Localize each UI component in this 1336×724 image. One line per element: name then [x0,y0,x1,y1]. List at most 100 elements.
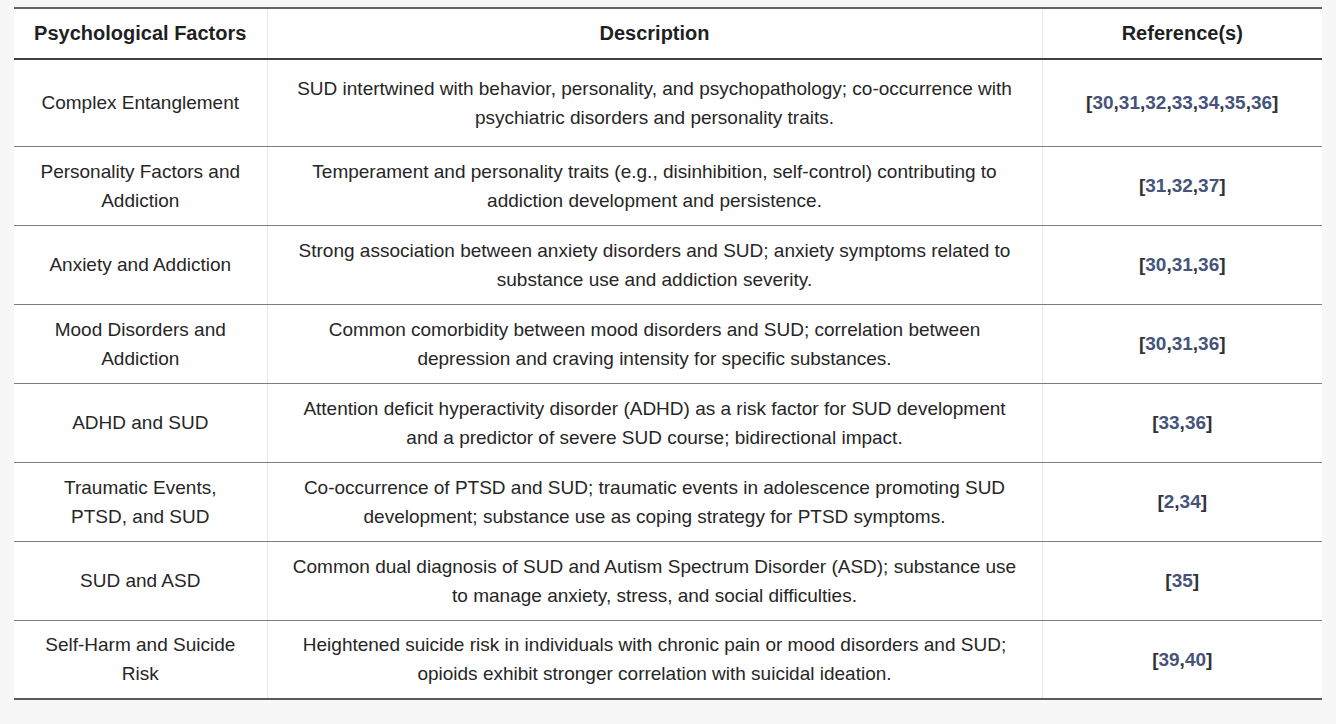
factor-text: Risk [26,659,255,688]
references-cell: [33,36] [1042,383,1322,462]
description-text: Heightened suicide risk in individuals w… [280,630,1030,659]
reference-close-bracket: ] [1272,92,1278,113]
references-cell: [30,31,36] [1042,225,1322,304]
reference-link[interactable]: 32 [1172,175,1193,196]
reference-link[interactable]: 2 [1164,491,1175,512]
factor-cell: ADHD and SUD [14,383,267,462]
reference-link[interactable]: 36 [1198,333,1219,354]
factor-text: Self-Harm and Suicide [26,630,255,659]
factor-text: Anxiety and Addiction [26,250,255,279]
factor-cell: Personality Factors andAddiction [14,146,267,225]
description-text: addiction development and persistence. [280,186,1030,215]
factor-text: Addiction [26,344,255,373]
psychological-factors-table: Psychological Factors Description Refere… [14,7,1322,700]
reference-link[interactable]: 35 [1225,92,1246,113]
reference-list: [39,40] [1152,649,1212,670]
reference-close-bracket: ] [1219,333,1225,354]
reference-link[interactable]: 30 [1092,92,1113,113]
description-cell: Strong association between anxiety disor… [267,225,1042,304]
description-text: development; substance use as coping str… [280,502,1030,531]
reference-link[interactable]: 30 [1145,333,1166,354]
description-text: Common comorbidity between mood disorder… [280,315,1030,344]
table-row: SUD and ASD Common dual diagnosis of SUD … [14,541,1322,620]
reference-link[interactable]: 34 [1198,92,1219,113]
description-text: and a predictor of severe SUD course; bi… [280,423,1030,452]
reference-link[interactable]: 39 [1158,649,1179,670]
factor-text: PTSD, and SUD [26,502,255,531]
reference-link[interactable]: 36 [1198,254,1219,275]
reference-list: [30,31,36] [1139,254,1226,275]
factor-cell: Traumatic Events,PTSD, and SUD [14,462,267,541]
reference-link[interactable]: 31 [1145,175,1166,196]
reference-close-bracket: ] [1201,491,1207,512]
reference-list: [33,36] [1152,412,1212,433]
description-cell: Co-occurrence of PTSD and SUD; traumatic… [267,462,1042,541]
table-row: Traumatic Events,PTSD, and SUD Co-occurre… [14,462,1322,541]
reference-list: [30,31,32,33,34,35,36] [1086,92,1278,113]
reference-link[interactable]: 36 [1185,412,1206,433]
reference-close-bracket: ] [1206,412,1212,433]
factor-text: SUD and ASD [26,566,255,595]
reference-close-bracket: ] [1193,570,1199,591]
reference-link[interactable]: 37 [1198,175,1219,196]
reference-link[interactable]: 31 [1172,333,1193,354]
factor-text: Personality Factors and [26,157,255,186]
table-row: Complex Entanglement SUD intertwined with… [14,59,1322,146]
reference-link[interactable]: 35 [1172,570,1193,591]
factor-text: Addiction [26,186,255,215]
factor-text: ADHD and SUD [26,408,255,437]
column-header-description: Description [267,8,1042,59]
description-text: Strong association between anxiety disor… [280,236,1030,265]
reference-close-bracket: ] [1219,175,1225,196]
table-row: Anxiety and Addiction Strong association … [14,225,1322,304]
description-text: substance use and addiction severity. [280,265,1030,294]
factor-cell: Self-Harm and SuicideRisk [14,620,267,699]
description-cell: Common comorbidity between mood disorder… [267,304,1042,383]
description-text: Common dual diagnosis of SUD and Autism … [280,552,1030,581]
column-header-references: Reference(s) [1042,8,1322,59]
description-text: Attention deficit hyperactivity disorder… [280,394,1030,423]
description-cell: SUD intertwined with behavior, personali… [267,59,1042,146]
references-cell: [31,32,37] [1042,146,1322,225]
description-text: depression and craving intensity for spe… [280,344,1030,373]
reference-link[interactable]: 31 [1172,254,1193,275]
description-text: SUD intertwined with behavior, personali… [280,74,1030,103]
description-text: Temperament and personality traits (e.g.… [280,157,1030,186]
table-row: Personality Factors andAddiction Temperam… [14,146,1322,225]
factor-cell: SUD and ASD [14,541,267,620]
description-cell: Attention deficit hyperactivity disorder… [267,383,1042,462]
factor-text: Mood Disorders and [26,315,255,344]
references-cell: [30,31,32,33,34,35,36] [1042,59,1322,146]
reference-list: [31,32,37] [1139,175,1226,196]
reference-link[interactable]: 33 [1158,412,1179,433]
reference-link[interactable]: 33 [1172,92,1193,113]
description-cell: Heightened suicide risk in individuals w… [267,620,1042,699]
reference-list: [2,34] [1157,491,1207,512]
reference-list: [30,31,36] [1139,333,1226,354]
description-text: psychiatric disorders and personality tr… [280,103,1030,132]
reference-link[interactable]: 36 [1251,92,1272,113]
references-cell: [2,34] [1042,462,1322,541]
table-row: Mood Disorders andAddiction Common comorb… [14,304,1322,383]
factor-text: Complex Entanglement [26,88,255,117]
column-header-psychological-factors: Psychological Factors [14,8,267,59]
description-text: Co-occurrence of PTSD and SUD; traumatic… [280,473,1030,502]
reference-link[interactable]: 40 [1185,649,1206,670]
reference-link[interactable]: 30 [1145,254,1166,275]
references-cell: [35] [1042,541,1322,620]
description-cell: Common dual diagnosis of SUD and Autism … [267,541,1042,620]
table-row: Self-Harm and SuicideRisk Heightened suic… [14,620,1322,699]
table-row: ADHD and SUD Attention deficit hyperactiv… [14,383,1322,462]
factor-text: Traumatic Events, [26,473,255,502]
description-text: opioids exhibit stronger correlation wit… [280,659,1030,688]
reference-link[interactable]: 31 [1119,92,1140,113]
factor-cell: Mood Disorders andAddiction [14,304,267,383]
description-text: to manage anxiety, stress, and social di… [280,581,1030,610]
reference-close-bracket: ] [1206,649,1212,670]
reference-link[interactable]: 34 [1180,491,1201,512]
reference-link[interactable]: 32 [1145,92,1166,113]
page: Psychological Factors Description Refere… [0,0,1336,724]
references-cell: [30,31,36] [1042,304,1322,383]
header-row: Psychological Factors Description Refere… [14,8,1322,59]
references-cell: [39,40] [1042,620,1322,699]
